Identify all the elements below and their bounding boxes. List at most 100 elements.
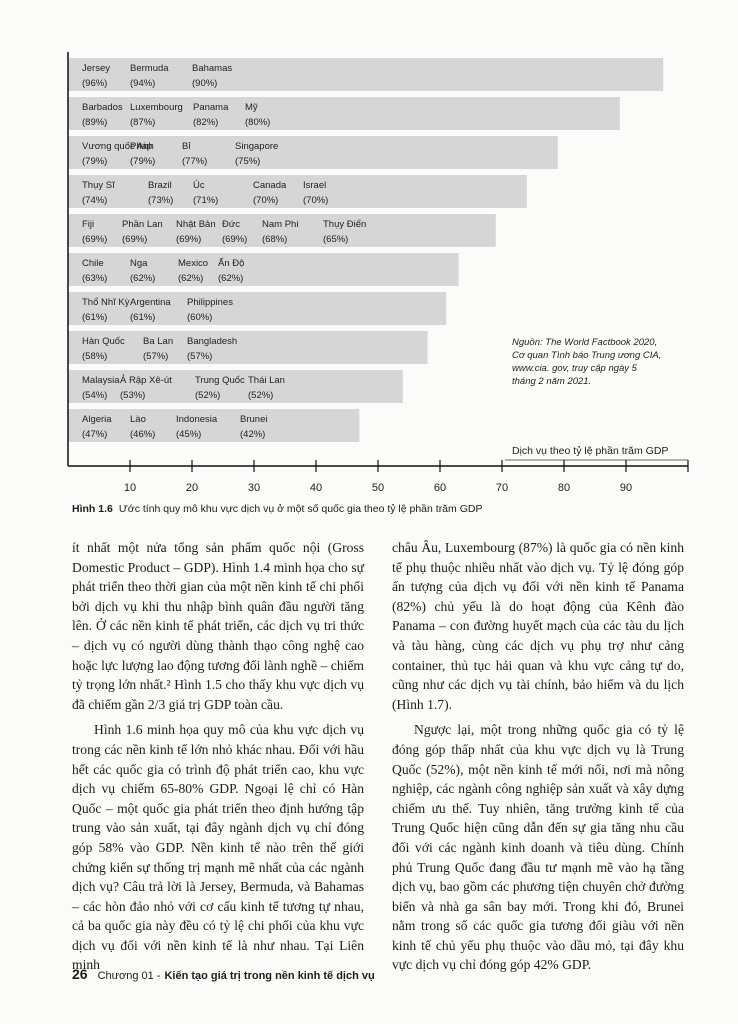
x-tick-label: 80: [558, 482, 570, 494]
x-tick-label: 60: [434, 482, 446, 494]
country-percent: (79%): [82, 156, 107, 167]
country-percent: (42%): [240, 429, 265, 440]
country-percent: (71%): [193, 195, 218, 206]
country-name: Ấn Độ: [218, 258, 244, 269]
country-name: Canada: [253, 180, 287, 191]
paragraph: Ngược lại, một trong những quốc gia có t…: [392, 722, 684, 973]
country-percent: (62%): [178, 273, 203, 284]
country-name: Ba Lan: [143, 336, 173, 347]
country-percent: (79%): [130, 156, 155, 167]
country-percent: (96%): [82, 78, 107, 89]
country-percent: (69%): [122, 234, 147, 245]
chapter-title: Kiến tạo giá trị trong nền kinh tế dịch …: [164, 970, 375, 982]
paragraph: Hình 1.6 minh họa quy mô của khu vực dịc…: [72, 722, 364, 973]
x-tick-label: 20: [186, 482, 198, 494]
country-percent: (69%): [176, 234, 201, 245]
bar: [68, 136, 558, 169]
bar: [68, 253, 459, 286]
country-percent: (77%): [182, 156, 207, 167]
country-name: Trung Quốc: [195, 375, 245, 386]
country-name: Bỉ: [182, 141, 191, 152]
country-name: Mỹ: [245, 102, 258, 113]
country-name: Philippines: [187, 297, 233, 308]
bar: [68, 292, 447, 325]
country-percent: (82%): [193, 117, 218, 128]
country-percent: (63%): [82, 273, 107, 284]
country-name: Algeria: [82, 414, 112, 425]
chapter: Chương 01 -: [97, 970, 161, 982]
country-percent: (90%): [192, 78, 217, 89]
country-name: Phần Lan: [122, 219, 163, 230]
country-name: Chile: [82, 258, 104, 269]
country-name: Úc: [193, 180, 205, 191]
country-percent: (52%): [195, 390, 220, 401]
country-name: Malaysia: [82, 375, 120, 386]
country-name: Brunei: [240, 414, 267, 425]
country-name: Hàn Quốc: [82, 336, 125, 347]
country-percent: (57%): [143, 351, 168, 362]
country-name: Fiji: [82, 219, 94, 230]
country-percent: (61%): [82, 312, 107, 323]
caption-text: Ước tính quy mô khu vực dịch vụ ở một số…: [118, 503, 483, 515]
x-tick-label: 70: [496, 482, 508, 494]
country-name: Lào: [130, 414, 146, 425]
country-name: Bangladesh: [187, 336, 237, 347]
x-tick-label: 90: [620, 482, 632, 494]
paragraph: ít nhất một nửa tổng sản phẩm quốc nội (…: [72, 540, 364, 712]
country-name: Mexico: [178, 258, 208, 269]
source-note: tháng 2 năm 2021.: [512, 376, 591, 387]
bar: [68, 331, 428, 364]
source-note: Cơ quan Tình báo Trung ương CIA,: [512, 350, 661, 361]
country-percent: (62%): [218, 273, 243, 284]
country-name: Bahamas: [192, 63, 232, 74]
x-tick-label: 40: [310, 482, 322, 494]
country-percent: (46%): [130, 429, 155, 440]
country-name: Panama: [193, 102, 229, 113]
country-percent: (74%): [82, 195, 107, 206]
country-percent: (60%): [187, 312, 212, 323]
country-name: Thái Lan: [248, 375, 285, 386]
country-percent: (75%): [235, 156, 260, 167]
country-name: Vương quốc Anh: [82, 141, 154, 152]
country-percent: (80%): [245, 117, 270, 128]
figure: Jersey (96%) Bermuda (94%) Bahamas (90%) Barba…: [67, 52, 689, 494]
country-name: Indonesia: [176, 414, 218, 425]
country-name: Argentina: [130, 297, 171, 308]
paragraph: châu Âu, Luxembourg (87%) là quốc gia có…: [392, 540, 684, 712]
country-percent: (54%): [82, 390, 107, 401]
country-percent: (69%): [222, 234, 247, 245]
x-tick-label: 10: [124, 482, 136, 494]
bar: [68, 97, 620, 130]
country-name: Barbados: [82, 102, 123, 113]
country-percent: (89%): [82, 117, 107, 128]
country-name: Nga: [130, 258, 148, 269]
country-percent: (45%): [176, 429, 201, 440]
bar: [68, 370, 403, 403]
bar: [68, 175, 527, 208]
country-name: Singapore: [235, 141, 278, 152]
source-note: Nguồn: The World Factbook 2020,: [512, 337, 657, 348]
country-name: Luxembourg: [130, 102, 183, 113]
right-column: châu Âu, Luxembourg (87%) là quốc gia có…: [392, 538, 684, 981]
country-name: Đức: [222, 219, 240, 230]
left-column: ít nhất một nửa tổng sản phẩm quốc nội (…: [72, 538, 364, 981]
country-name: Thổ Nhĩ Kỳ: [82, 297, 130, 308]
country-percent: (57%): [187, 351, 212, 362]
country-name: Nhật Bản: [176, 219, 216, 230]
country-percent: (70%): [253, 195, 278, 206]
country-name: Pháp: [130, 141, 152, 152]
country-percent: (65%): [323, 234, 348, 245]
x-tick-label: 30: [248, 482, 260, 494]
country-name: Nam Phi: [262, 219, 298, 230]
source-note: www.cia. gov, truy cập ngày 5: [512, 363, 638, 374]
country-percent: (94%): [130, 78, 155, 89]
bar: [68, 409, 360, 442]
bar: [68, 214, 496, 247]
country-percent: (58%): [82, 351, 107, 362]
country-percent: (62%): [130, 273, 155, 284]
bar: [68, 58, 664, 91]
country-percent: (68%): [262, 234, 287, 245]
country-name: Brazil: [148, 180, 172, 191]
country-percent: (70%): [303, 195, 328, 206]
